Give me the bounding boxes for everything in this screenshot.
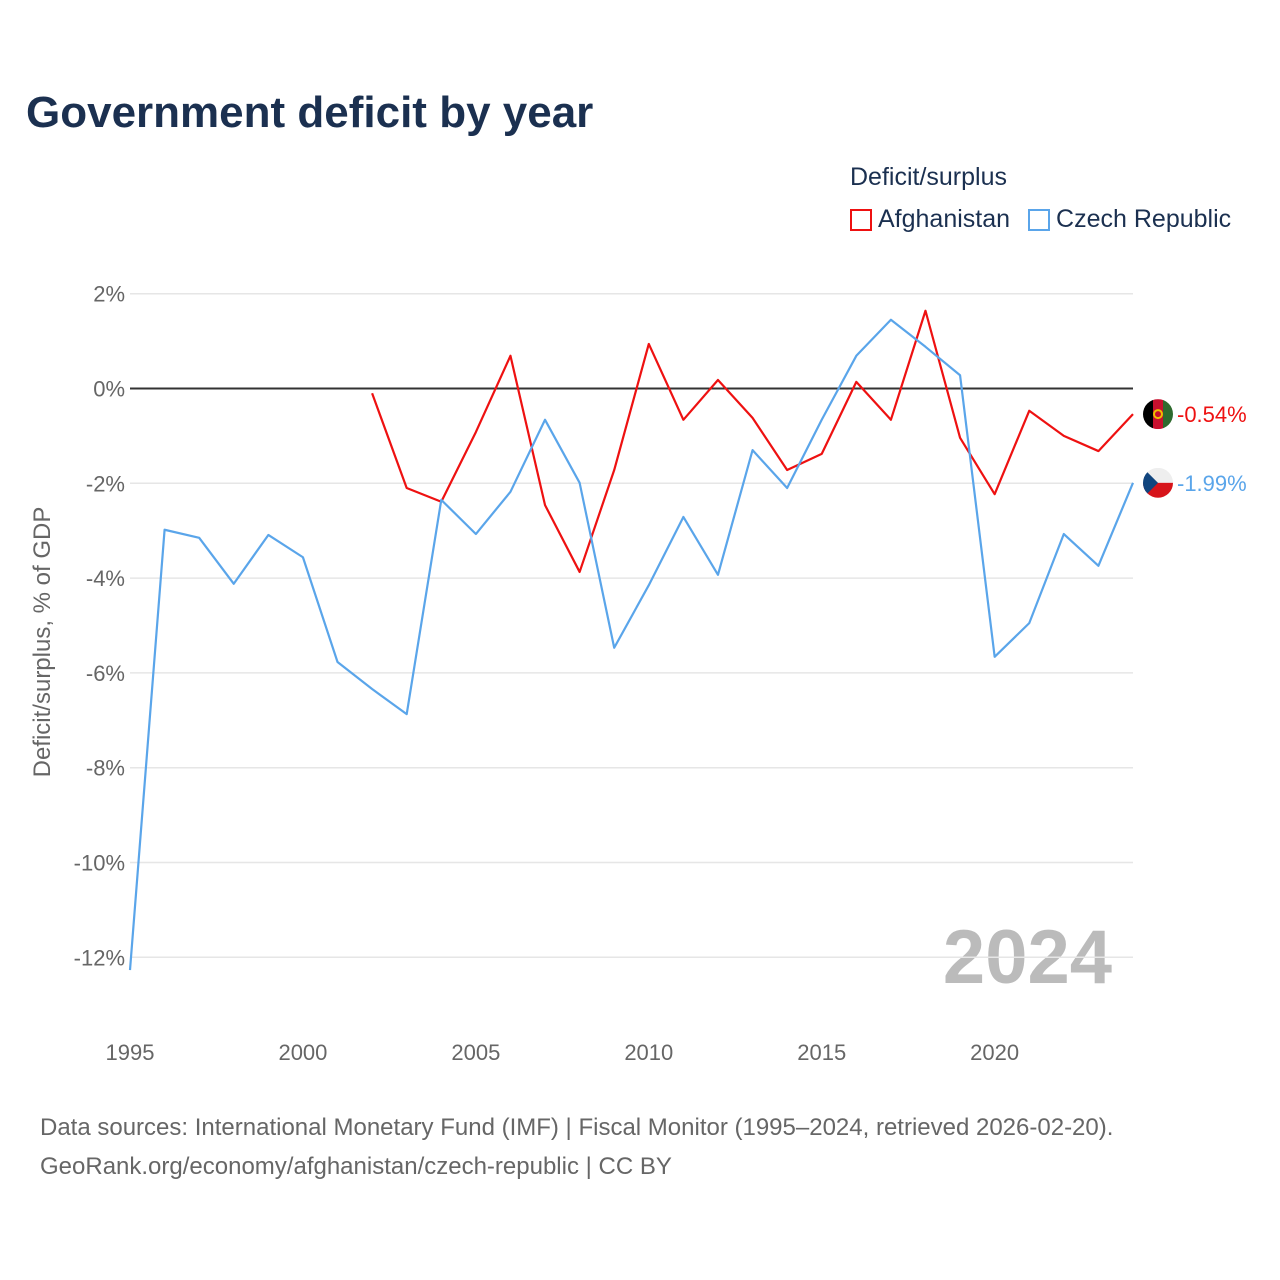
y-tick-label: 2%: [93, 282, 125, 307]
source-link[interactable]: GeoRank.org/economy/afghanistan/czech-re…: [40, 1153, 672, 1180]
legend-item-afghanistan[interactable]: Afghanistan: [850, 205, 1010, 234]
flag-stripe: [1153, 399, 1163, 430]
y-tick-label: -10%: [74, 851, 125, 876]
legend-swatch: [1028, 208, 1051, 231]
flag-triangle: [1143, 467, 1158, 498]
y-tick-label: -2%: [86, 471, 125, 496]
flag-czech-republic-icon: [1143, 467, 1173, 498]
end-value-label: -0.54%: [1177, 402, 1247, 427]
x-tick-label: 2005: [451, 1040, 500, 1065]
y-tick-label: -8%: [86, 756, 125, 781]
chart-title: Government deficit by year: [26, 88, 594, 137]
y-tick-label: 0%: [93, 377, 125, 402]
x-tick-label: 2010: [624, 1040, 673, 1065]
x-tick-label: 2020: [970, 1040, 1019, 1065]
series-line-czech-republic: [128, 318, 1135, 971]
source-line: Data sources: International Monetary Fun…: [40, 1114, 1114, 1141]
end-value-label: -1.99%: [1177, 471, 1247, 496]
x-tick-label: 2000: [278, 1040, 327, 1065]
y-tick-label: -12%: [74, 945, 125, 970]
x-tick-label: 1995: [106, 1040, 155, 1065]
legend: Afghanistan Czech Republic: [850, 205, 1231, 234]
series-line-afghanistan: [371, 309, 1134, 574]
legend-item-czech-republic[interactable]: Czech Republic: [1028, 205, 1231, 234]
legend-swatch: [850, 208, 872, 231]
legend-label: Czech Republic: [1056, 205, 1232, 233]
y-axis-label: Deficit/surplus, % of GDP: [29, 507, 56, 778]
flag-emblem: [1153, 409, 1163, 420]
flag-afghanistan-icon: [1143, 399, 1173, 430]
flag-stripe: [1143, 399, 1153, 430]
flag-stripe: [1163, 399, 1173, 430]
legend-title: Deficit/surplus: [850, 163, 1007, 191]
legend-label: Afghanistan: [878, 205, 1011, 233]
y-tick-label: -6%: [86, 661, 125, 686]
y-tick-label: -4%: [86, 566, 125, 591]
source-note: Data sources: International Monetary Fun…: [40, 1108, 1113, 1186]
x-tick-label: 2015: [797, 1040, 846, 1065]
